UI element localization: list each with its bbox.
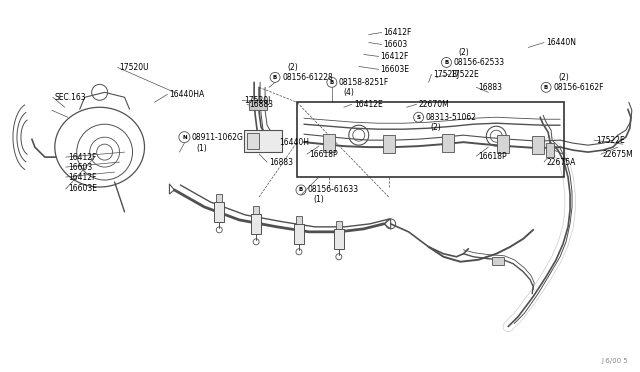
Text: B: B [544,85,548,90]
Text: 16883: 16883 [269,158,293,167]
Text: SEC.163: SEC.163 [55,93,86,102]
Text: 08156-6162F: 08156-6162F [553,83,604,92]
Bar [214,202,224,222]
Text: 17522E: 17522E [451,70,479,79]
Bar [383,135,395,153]
Text: B: B [330,80,334,85]
Text: (2): (2) [287,63,298,72]
Text: 16440H: 16440H [279,138,309,147]
Text: 08156-61633: 08156-61633 [308,186,359,195]
Text: (1): (1) [313,195,324,205]
Text: 16440HA: 16440HA [170,90,205,99]
Bar [253,206,259,214]
Text: 08156-61228: 08156-61228 [282,73,333,82]
Text: 16618P: 16618P [309,150,337,158]
Text: B: B [444,60,449,65]
Bar [247,133,259,149]
Text: 22675A: 22675A [546,158,575,167]
Text: 16412E: 16412E [354,100,383,109]
Bar [336,221,342,229]
Text: 16412F: 16412F [68,153,96,161]
Text: 16412F: 16412F [383,28,412,37]
Text: (2): (2) [458,48,469,57]
Bar [294,224,304,244]
Text: 16883: 16883 [249,100,273,109]
Text: (4): (4) [344,88,355,97]
Text: (1): (1) [196,144,207,153]
Bar [323,134,335,152]
Text: 16603E: 16603E [381,65,410,74]
Text: 16618P: 16618P [478,152,507,161]
Bar [251,214,261,234]
Bar [492,257,504,265]
Bar [334,229,344,249]
Bar [249,100,267,110]
Text: 08156-62533: 08156-62533 [453,58,504,67]
Text: 17528J: 17528J [433,70,460,79]
Bar [497,135,509,153]
Text: (2): (2) [431,123,441,132]
Text: 16603: 16603 [383,40,408,49]
Bar [244,130,282,152]
Text: (2): (2) [558,73,569,82]
Text: 16440N: 16440N [546,38,576,47]
Bar [216,194,222,202]
Text: 22675M: 22675M [603,150,634,158]
Bar [546,143,554,157]
Text: J 6/00 5: J 6/00 5 [601,358,628,365]
Bar [442,134,454,152]
Text: 17520J: 17520J [244,96,271,105]
Text: 08911-1062G: 08911-1062G [191,133,243,142]
Text: 17522E: 17522E [596,136,625,145]
Text: 16603: 16603 [68,163,92,171]
Text: 16412F: 16412F [381,52,409,61]
Text: 22670M: 22670M [419,100,449,109]
Text: 16883: 16883 [478,83,502,92]
Bar [297,102,564,177]
Text: B: B [299,187,303,192]
Text: 08158-8251F: 08158-8251F [339,78,389,87]
Text: 08313-51062: 08313-51062 [426,113,477,122]
Text: S: S [417,115,420,120]
Text: B: B [273,75,277,80]
Bar [296,216,302,224]
Bar [532,136,544,154]
Text: N: N [182,135,187,140]
Text: 16603E: 16603E [68,185,97,193]
Text: 16412F: 16412F [68,173,96,182]
Text: 17520U: 17520U [120,63,149,72]
